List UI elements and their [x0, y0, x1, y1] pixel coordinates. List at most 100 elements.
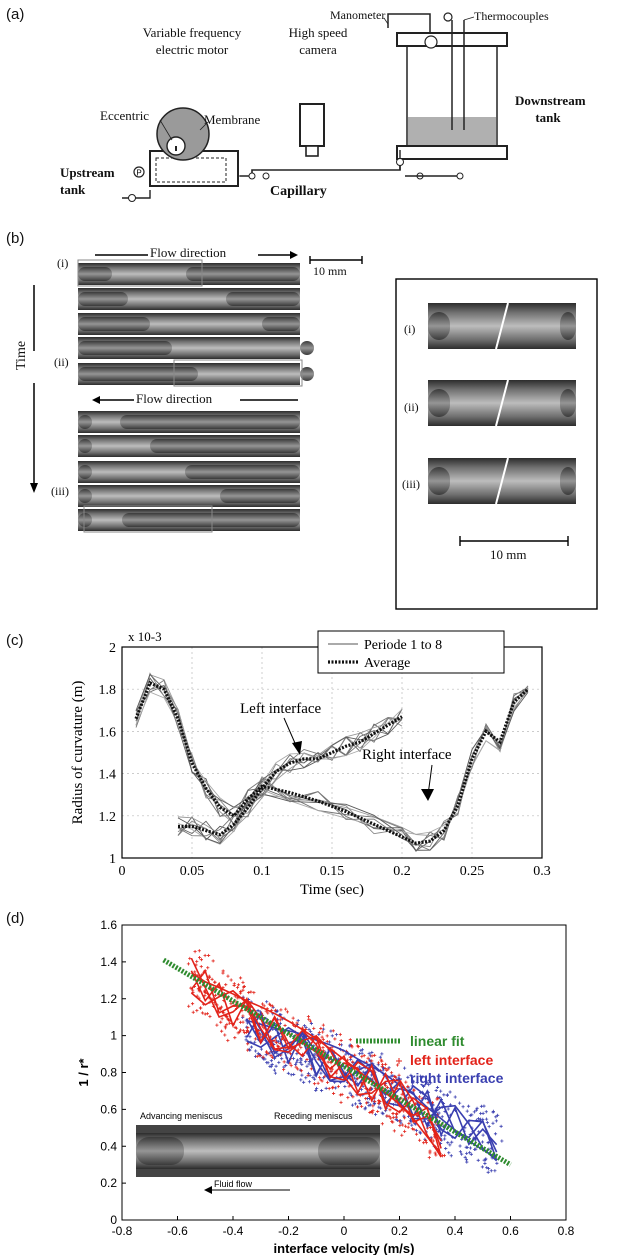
average-line — [134, 680, 530, 845]
gas-slug — [78, 341, 172, 355]
y-tick-label: 1.2 — [100, 992, 117, 1006]
left-interface-point — [360, 1055, 364, 1059]
left-interface-point — [226, 1017, 230, 1021]
right-interface-point — [299, 1056, 303, 1060]
gas-slug — [78, 513, 92, 527]
left-interface-point — [207, 953, 211, 958]
time-label: Time — [14, 340, 29, 370]
left-interface-point — [193, 970, 197, 974]
left-interface-point — [242, 1031, 247, 1035]
right-interface-point — [248, 1035, 252, 1039]
right-interface-point — [306, 1071, 311, 1076]
right-interface-point — [314, 1088, 318, 1093]
left-interface-point — [345, 1058, 350, 1062]
left-interface-point — [282, 1060, 286, 1064]
left-interface-point — [226, 974, 230, 978]
right-interface-point — [465, 1151, 469, 1155]
right-interface-point — [484, 1157, 488, 1161]
y-tick-label: 1 — [109, 852, 116, 867]
right-interface-point — [309, 1021, 314, 1026]
left-interface-point — [321, 1023, 325, 1027]
right-interface-point — [259, 1047, 264, 1051]
left-interface-point — [226, 1038, 230, 1043]
right-interface-point — [474, 1108, 478, 1112]
right-interface-point — [319, 1071, 323, 1075]
label-upstream-tank: Upstream tank — [60, 165, 115, 197]
cut-mark — [495, 302, 509, 350]
left-interface-point — [368, 1110, 372, 1115]
right-interface-point — [302, 1024, 307, 1028]
left-interface-point — [273, 1039, 277, 1043]
gas-slug — [78, 267, 112, 281]
left-interface-point — [404, 1080, 408, 1084]
right-interface-point — [298, 1060, 302, 1065]
left-interface-point — [307, 1017, 311, 1021]
y-tick-label: 1.8 — [99, 683, 117, 698]
right-interface-point — [420, 1075, 424, 1079]
label-membrane: Membrane — [204, 112, 261, 127]
right-interface-point — [264, 1053, 268, 1057]
flow-direction-top: Flow direction — [150, 245, 227, 260]
left-interface-point — [218, 1007, 223, 1011]
right-interface-point — [465, 1109, 469, 1113]
left-interface-point — [234, 1026, 239, 1030]
right-interface-point — [309, 1029, 313, 1033]
left-interface-point — [380, 1122, 384, 1126]
frame-label-iii: (iii) — [51, 484, 69, 498]
left-interface-point — [225, 1015, 229, 1019]
right-interface-trace — [246, 1026, 498, 1162]
y-tick-label: 2 — [109, 641, 116, 656]
right-interface-point — [272, 1068, 277, 1072]
left-interface-point — [249, 990, 253, 994]
right-interface-point — [357, 1052, 362, 1056]
x-axis-label: interface velocity (m/s) — [274, 1241, 415, 1255]
right-interface-point — [418, 1074, 422, 1078]
left-interface-point — [412, 1128, 416, 1132]
left-interface-point — [199, 958, 204, 962]
left-interface-point — [348, 1038, 352, 1042]
right-interface-point — [429, 1081, 433, 1085]
left-interface-point — [356, 1077, 360, 1081]
left-interface-point — [248, 1017, 252, 1021]
left-interface-point — [414, 1132, 419, 1136]
left-interface-point — [206, 966, 210, 970]
left-interface-point — [428, 1125, 433, 1130]
right-interface-point — [307, 1062, 311, 1066]
left-interface-point — [325, 1034, 329, 1038]
right-interface-point — [330, 1034, 334, 1038]
right-interface-point — [484, 1117, 489, 1121]
left-interface-point — [306, 1073, 310, 1078]
legend-label-average: Average — [364, 656, 410, 671]
right-interface-point — [295, 1052, 299, 1056]
left-interface-point — [377, 1098, 381, 1103]
legend-box — [317, 630, 505, 674]
gas-slug — [428, 389, 450, 417]
gas-slug — [318, 1137, 380, 1165]
gas-slug — [78, 367, 198, 381]
gas-slug — [262, 317, 300, 331]
right-interface-point — [339, 1043, 344, 1047]
left-interface-point — [260, 1002, 265, 1006]
gas-slug — [226, 292, 300, 306]
left-interface-point — [305, 1057, 309, 1062]
pressure-symbol: P — [136, 169, 141, 178]
legend-swatch-right — [396, 1076, 402, 1082]
right-interface-point — [319, 1088, 324, 1093]
left-interface-point — [199, 965, 203, 969]
left-interface-point — [262, 1004, 266, 1008]
right-interface-point — [278, 1021, 282, 1026]
period-trace — [135, 673, 529, 851]
left-interface-point — [422, 1141, 426, 1145]
right-interface-point — [389, 1074, 393, 1078]
left-interface-point — [338, 1042, 342, 1047]
inset-label-i: (i) — [404, 322, 416, 336]
right-interface-point — [292, 1072, 296, 1077]
gas-slug — [78, 489, 92, 503]
right-interface-point — [476, 1158, 480, 1162]
x-tick-label: -0.8 — [112, 1224, 133, 1238]
right-interface-point — [453, 1095, 457, 1099]
left-interface-point — [200, 1011, 205, 1015]
inset-label-flow: Fluid flow — [214, 1179, 253, 1189]
left-interface-point — [389, 1071, 394, 1075]
left-interface-point — [271, 1055, 275, 1060]
